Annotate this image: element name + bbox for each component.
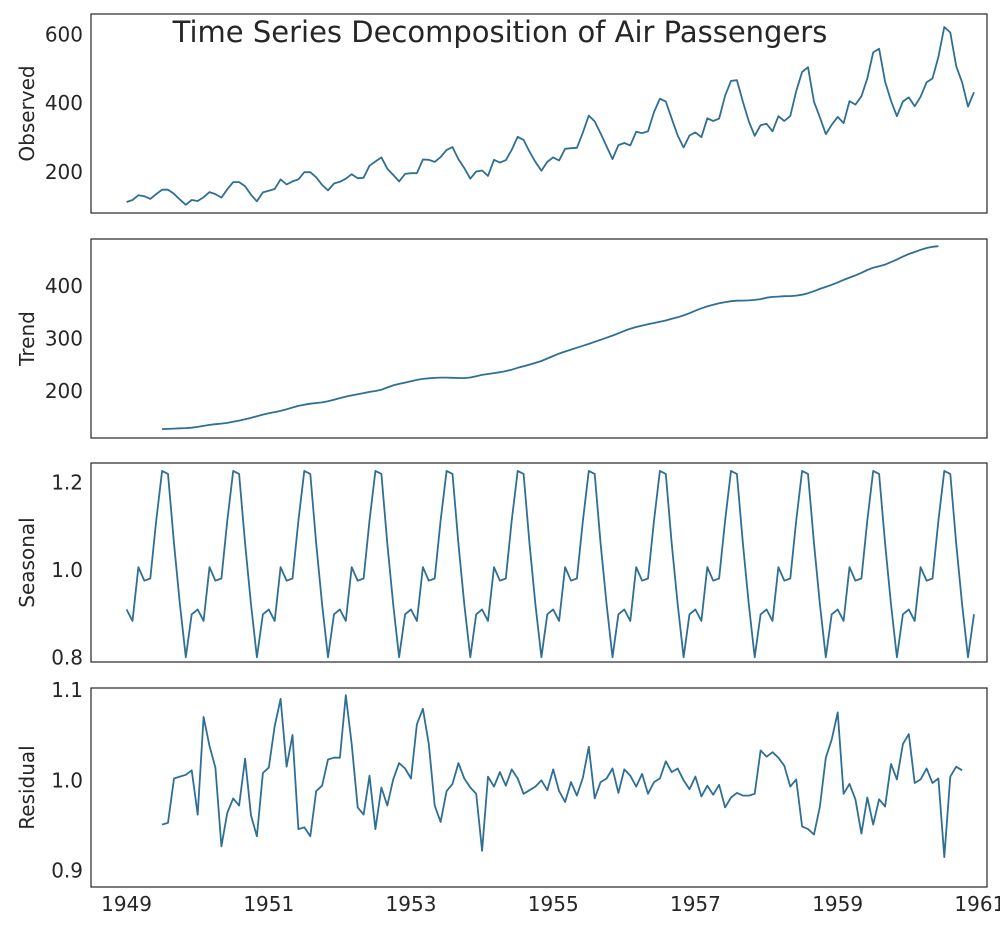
x-axis-ticks: 1949 1951 1953 1955 1957 1959 1961 (101, 892, 1000, 916)
residual-axes-frame (90, 687, 988, 888)
trend-ylabel: Trend (15, 311, 39, 367)
xtick-label: 1959 (812, 892, 863, 916)
trend-ytick-label: 200 (45, 379, 83, 403)
residual-series-line (161, 694, 963, 858)
observed-ylabel: Observed (15, 65, 39, 161)
seasonal-ytick-label: 0.8 (51, 646, 83, 670)
xtick-label: 1955 (528, 892, 579, 916)
chart-title: Time Series Decomposition of Air Passeng… (172, 15, 828, 49)
trend-axes-frame (90, 238, 988, 439)
observed-axes-frame (90, 13, 988, 214)
residual-ylabel: Residual (15, 745, 39, 829)
subplot-seasonal: 0.8 1.0 1.2 Seasonal (15, 462, 988, 670)
residual-ytick-label: 0.9 (51, 859, 83, 883)
observed-ytick-label: 600 (45, 23, 83, 47)
residual-ytick-label: 1.0 (51, 768, 83, 792)
seasonal-axes-frame (90, 462, 988, 663)
seasonal-series-line (125, 469, 975, 659)
observed-ytick-label: 200 (45, 160, 83, 184)
residual-ytick-label: 1.1 (51, 678, 83, 702)
seasonal-ylabel: Seasonal (15, 517, 39, 607)
observed-ytick-label: 400 (45, 91, 83, 115)
trend-ytick-label: 300 (45, 327, 83, 351)
seasonal-ytick-label: 1.0 (51, 558, 83, 582)
trend-series-line (162, 245, 939, 431)
xtick-label: 1961 (954, 892, 1000, 916)
observed-series-line (126, 26, 975, 206)
xtick-label: 1949 (101, 892, 152, 916)
trend-ytick-label: 400 (45, 274, 83, 298)
xtick-label: 1951 (243, 892, 294, 916)
subplot-residual: 0.9 1.0 1.1 Residual (15, 678, 988, 888)
seasonal-ytick-label: 1.2 (51, 471, 83, 495)
xtick-label: 1953 (386, 892, 437, 916)
xtick-label: 1957 (670, 892, 721, 916)
